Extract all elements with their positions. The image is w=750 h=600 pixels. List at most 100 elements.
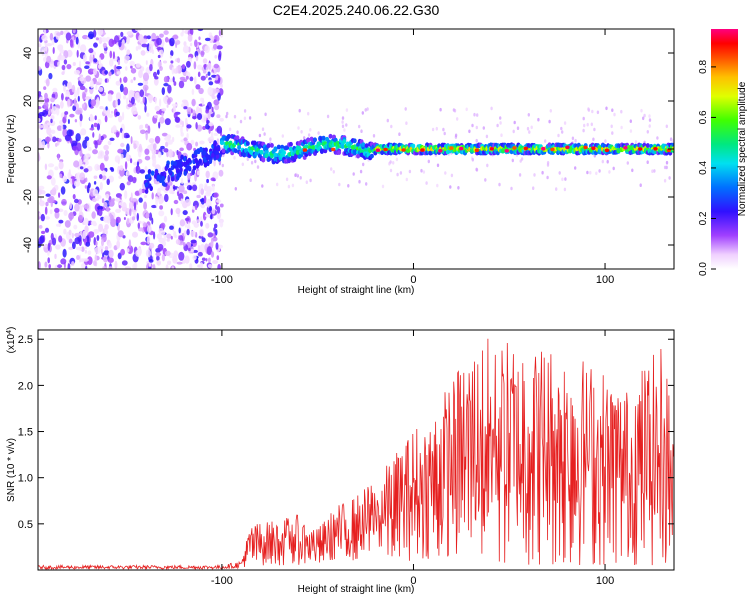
- faint-blob: [648, 124, 651, 128]
- faint-blob: [557, 133, 560, 138]
- noise-blob: [136, 212, 139, 222]
- noise-blob: [187, 172, 191, 181]
- faint-blob: [486, 163, 489, 168]
- faint-blob: [408, 169, 412, 174]
- noise-blob: [214, 79, 221, 84]
- noise-blob: [75, 109, 82, 115]
- noise-blob: [127, 175, 134, 183]
- noise-blob: [68, 246, 74, 251]
- band-blob: [235, 135, 240, 141]
- noise-blob: [176, 57, 181, 63]
- noise-blob: [144, 104, 147, 113]
- faint-blob: [444, 171, 447, 175]
- noise-blob: [213, 227, 216, 232]
- noise-blob: [87, 250, 92, 255]
- faint-blob: [595, 171, 598, 176]
- noise-blob: [218, 169, 224, 177]
- faint-blob: [359, 169, 363, 174]
- noise-blob: [49, 209, 53, 215]
- noise-blob: [62, 248, 67, 258]
- faint-blob: [243, 116, 247, 121]
- faint-blob: [516, 126, 520, 130]
- noise-blob: [198, 36, 201, 41]
- noise-blob: [51, 93, 56, 99]
- noise-blob: [57, 61, 60, 67]
- noise-blob: [85, 75, 92, 82]
- faint-blob: [399, 171, 403, 175]
- streak-blob: [208, 158, 213, 164]
- noise-blob: [43, 102, 49, 109]
- noise-blob: [216, 45, 223, 50]
- faint-blob: [439, 107, 442, 112]
- noise-blob: [71, 84, 76, 93]
- noise-blob: [144, 166, 148, 172]
- noise-blob: [98, 223, 104, 233]
- noise-blob: [148, 212, 153, 221]
- band-blob: [276, 144, 281, 150]
- noise-blob: [142, 96, 145, 104]
- noise-blob: [79, 74, 84, 78]
- noise-blob: [106, 178, 110, 185]
- faint-blob: [453, 108, 457, 113]
- noise-blob: [87, 147, 92, 151]
- noise-blob: [125, 134, 130, 138]
- noise-blob: [212, 260, 219, 264]
- noise-blob: [116, 71, 121, 75]
- noise-blob: [114, 64, 117, 74]
- noise-blob: [212, 43, 218, 50]
- y-tick-label: 0.5: [18, 519, 33, 531]
- faint-blob: [629, 129, 633, 133]
- peak-blob: [474, 148, 480, 153]
- faint-blob: [405, 177, 408, 182]
- noise-blob: [169, 55, 172, 59]
- noise-blob: [114, 155, 121, 163]
- noise-blob: [124, 55, 130, 61]
- noise-blob: [188, 247, 191, 252]
- noise-blob: [121, 260, 128, 266]
- noise-blob: [115, 208, 120, 213]
- noise-blob: [184, 217, 190, 222]
- faint-blob: [258, 133, 262, 138]
- noise-blob: [126, 143, 130, 153]
- x-tick-label: 100: [596, 575, 614, 587]
- faint-blob: [601, 159, 604, 164]
- faint-blob: [221, 163, 224, 168]
- noise-blob: [141, 38, 148, 43]
- x-tick-label: -100: [211, 575, 233, 587]
- streak-blob: [158, 177, 163, 183]
- noise-blob: [144, 155, 151, 161]
- faint-blob: [499, 116, 502, 120]
- noise-blob: [108, 266, 113, 269]
- noise-blob: [79, 60, 82, 69]
- noise-blob: [132, 208, 135, 215]
- noise-blob: [185, 75, 189, 80]
- noise-blob: [98, 208, 103, 217]
- faint-blob: [343, 128, 346, 132]
- band-blob: [342, 139, 347, 144]
- noise-blob: [108, 38, 115, 47]
- streak-blob: [183, 170, 188, 176]
- noise-blob: [79, 77, 85, 82]
- y-tick-label: 20: [22, 95, 34, 107]
- noise-blob: [124, 161, 128, 170]
- noise-blob: [167, 139, 173, 145]
- noise-blob: [170, 60, 174, 64]
- noise-blob: [194, 39, 198, 48]
- noise-blob: [69, 39, 74, 48]
- noise-blob: [97, 64, 102, 69]
- colorbar-tick-label: 0.6: [698, 110, 709, 124]
- faint-blob: [249, 178, 252, 182]
- band-blob: [306, 138, 311, 143]
- noise-blob: [82, 230, 87, 240]
- x-tick-label: 0: [410, 575, 416, 587]
- noise-blob: [83, 168, 89, 173]
- faint-blob: [665, 124, 668, 129]
- noise-blob: [62, 175, 68, 183]
- noise-blob: [146, 112, 150, 117]
- noise-blob: [126, 31, 133, 36]
- noise-blob: [205, 109, 209, 114]
- noise-blob: [215, 75, 219, 81]
- faint-blob: [541, 170, 544, 175]
- noise-blob: [115, 99, 118, 108]
- noise-blob: [210, 239, 214, 248]
